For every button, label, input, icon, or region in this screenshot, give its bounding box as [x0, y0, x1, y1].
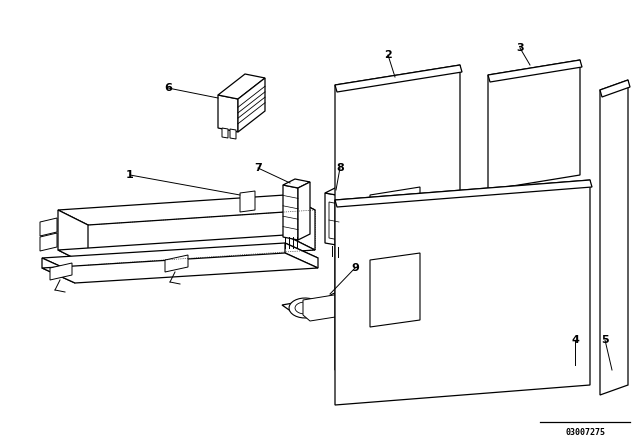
Text: 1: 1 — [126, 170, 134, 180]
Polygon shape — [326, 292, 358, 312]
Text: 6: 6 — [164, 83, 172, 93]
Polygon shape — [58, 235, 315, 265]
Polygon shape — [600, 80, 628, 395]
Text: 8: 8 — [336, 163, 344, 173]
Polygon shape — [58, 195, 315, 225]
Polygon shape — [298, 182, 310, 240]
Polygon shape — [303, 294, 348, 321]
Polygon shape — [230, 129, 236, 139]
Text: 7: 7 — [254, 163, 262, 173]
Polygon shape — [42, 258, 75, 283]
Polygon shape — [285, 243, 318, 268]
Polygon shape — [295, 302, 315, 314]
Text: 3: 3 — [516, 43, 524, 53]
Polygon shape — [325, 193, 342, 246]
Polygon shape — [335, 180, 590, 405]
Polygon shape — [370, 187, 420, 263]
Polygon shape — [329, 202, 339, 240]
Polygon shape — [240, 191, 255, 212]
Polygon shape — [283, 185, 298, 240]
Polygon shape — [58, 210, 88, 265]
Polygon shape — [222, 128, 228, 138]
Polygon shape — [42, 243, 318, 273]
Polygon shape — [218, 74, 265, 99]
Polygon shape — [238, 78, 265, 132]
Polygon shape — [335, 180, 592, 207]
Text: 9: 9 — [351, 263, 359, 273]
Polygon shape — [332, 296, 352, 308]
Polygon shape — [488, 60, 580, 190]
Polygon shape — [488, 60, 582, 82]
Polygon shape — [218, 95, 238, 132]
Polygon shape — [370, 253, 420, 327]
Polygon shape — [165, 255, 188, 272]
Text: 03007275: 03007275 — [565, 428, 605, 437]
Polygon shape — [335, 65, 462, 92]
Polygon shape — [289, 298, 321, 318]
Polygon shape — [600, 80, 630, 97]
Polygon shape — [283, 179, 310, 188]
Polygon shape — [335, 65, 460, 370]
Polygon shape — [40, 233, 57, 251]
Polygon shape — [342, 189, 356, 246]
Polygon shape — [50, 263, 72, 280]
Polygon shape — [40, 218, 57, 236]
Polygon shape — [42, 253, 318, 283]
Polygon shape — [325, 186, 356, 196]
Text: 4: 4 — [571, 335, 579, 345]
Text: 5: 5 — [601, 335, 609, 345]
Polygon shape — [285, 195, 315, 250]
Text: 2: 2 — [384, 50, 392, 60]
Polygon shape — [282, 290, 378, 312]
